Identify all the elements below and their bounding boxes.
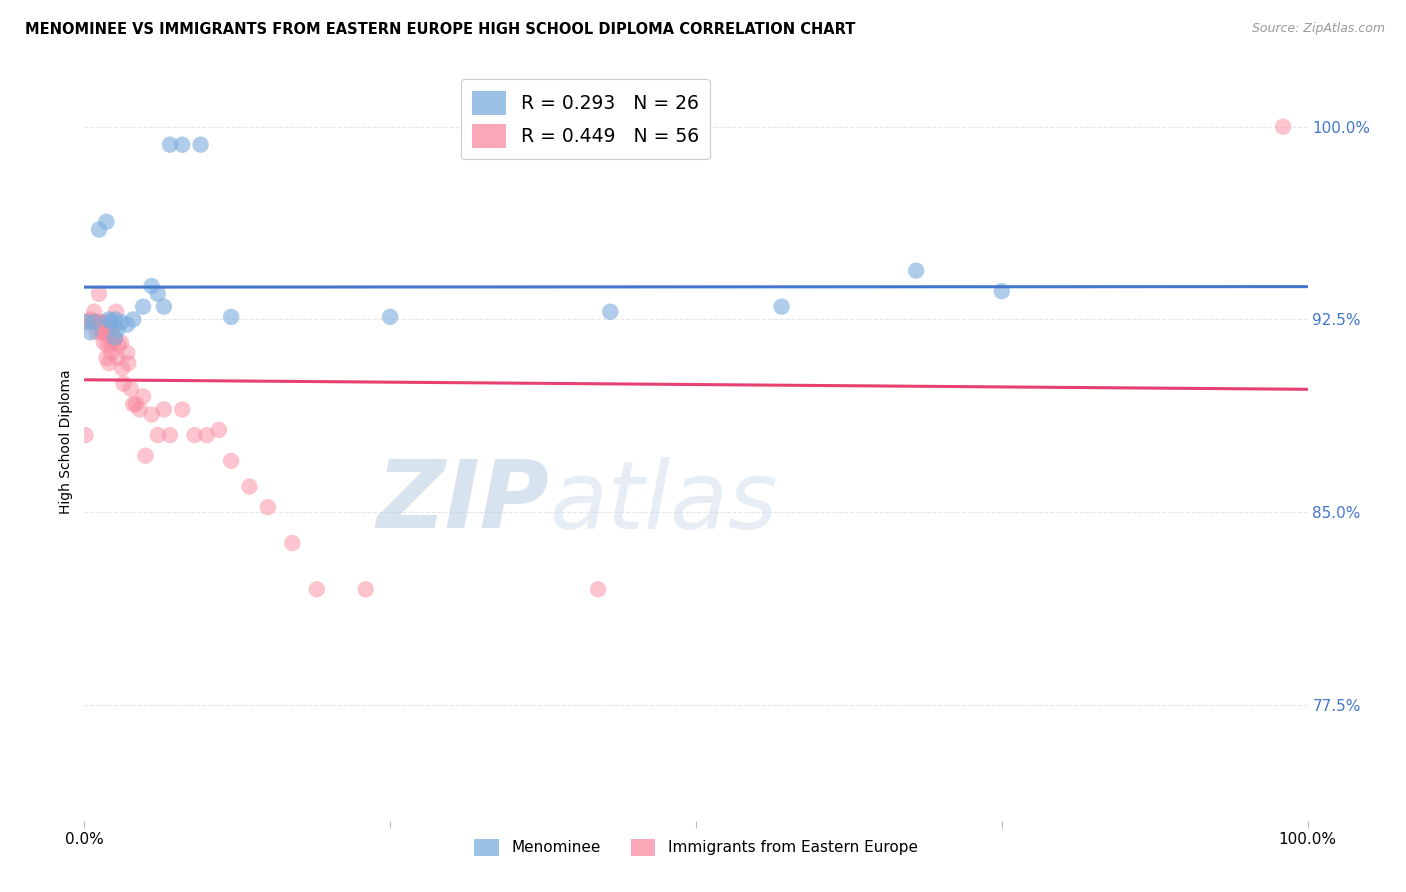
Point: [83, 315, 105, 329]
Point: [96, 326, 118, 340]
Point: [79, 312, 101, 326]
Point: [100, 335, 122, 350]
Point: [122, 312, 145, 326]
Point: [141, 279, 163, 293]
Point: [97, 356, 120, 370]
Point: [79, 326, 101, 340]
Point: [146, 428, 169, 442]
Point: [380, 310, 402, 324]
Point: [98, 326, 121, 340]
Point: [115, 318, 138, 332]
Point: [110, 315, 132, 329]
Point: [84, 315, 107, 329]
Point: [101, 326, 124, 340]
Point: [122, 397, 145, 411]
Point: [97, 338, 120, 352]
Point: [172, 402, 194, 417]
Point: [91, 326, 114, 340]
Point: [132, 300, 155, 314]
Point: [599, 304, 621, 318]
Y-axis label: High School Diploma: High School Diploma: [59, 369, 73, 514]
Point: [991, 284, 1014, 298]
Point: [354, 582, 377, 597]
Point: [132, 390, 155, 404]
Point: [190, 137, 212, 152]
Point: [120, 382, 142, 396]
Point: [146, 286, 169, 301]
Point: [105, 323, 128, 337]
Point: [100, 346, 122, 360]
Point: [107, 338, 129, 352]
Point: [100, 315, 122, 329]
Point: [90, 326, 112, 340]
Point: [115, 346, 138, 360]
Point: [105, 351, 128, 365]
Point: [94, 326, 117, 340]
Point: [83, 304, 105, 318]
Legend: Menominee, Immigrants from Eastern Europe: Menominee, Immigrants from Eastern Europ…: [468, 832, 924, 863]
Point: [208, 423, 231, 437]
Point: [86, 326, 108, 340]
Point: [89, 315, 111, 329]
Point: [110, 335, 132, 350]
Point: [128, 402, 150, 417]
Text: MENOMINEE VS IMMIGRANTS FROM EASTERN EUROPE HIGH SCHOOL DIPLOMA CORRELATION CHAR: MENOMINEE VS IMMIGRANTS FROM EASTERN EUR…: [25, 22, 856, 37]
Point: [305, 582, 328, 597]
Point: [586, 582, 609, 597]
Point: [135, 449, 157, 463]
Point: [195, 428, 218, 442]
Point: [117, 356, 139, 370]
Point: [905, 263, 928, 277]
Point: [159, 137, 181, 152]
Point: [104, 330, 127, 344]
Point: [75, 428, 97, 442]
Point: [87, 222, 110, 236]
Point: [87, 286, 110, 301]
Point: [125, 397, 148, 411]
Point: [77, 315, 100, 329]
Point: [183, 428, 205, 442]
Point: [103, 335, 125, 350]
Point: [93, 335, 115, 350]
Point: [97, 315, 120, 329]
Point: [75, 315, 97, 329]
Point: [219, 310, 242, 324]
Point: [1272, 120, 1295, 134]
Point: [257, 500, 280, 514]
Point: [238, 479, 260, 493]
Point: [219, 454, 242, 468]
Point: [96, 351, 118, 365]
Text: ZIP: ZIP: [377, 456, 550, 549]
Point: [104, 330, 127, 344]
Point: [172, 137, 194, 152]
Point: [153, 300, 176, 314]
Point: [770, 300, 793, 314]
Text: Source: ZipAtlas.com: Source: ZipAtlas.com: [1251, 22, 1385, 36]
Point: [159, 428, 181, 442]
Point: [96, 215, 118, 229]
Point: [141, 408, 163, 422]
Point: [105, 304, 128, 318]
Point: [153, 402, 176, 417]
Point: [111, 361, 134, 376]
Point: [93, 315, 115, 329]
Point: [112, 376, 135, 391]
Point: [104, 312, 127, 326]
Point: [82, 315, 104, 329]
Point: [97, 312, 120, 326]
Text: atlas: atlas: [550, 457, 778, 548]
Point: [281, 536, 304, 550]
Point: [86, 315, 108, 329]
